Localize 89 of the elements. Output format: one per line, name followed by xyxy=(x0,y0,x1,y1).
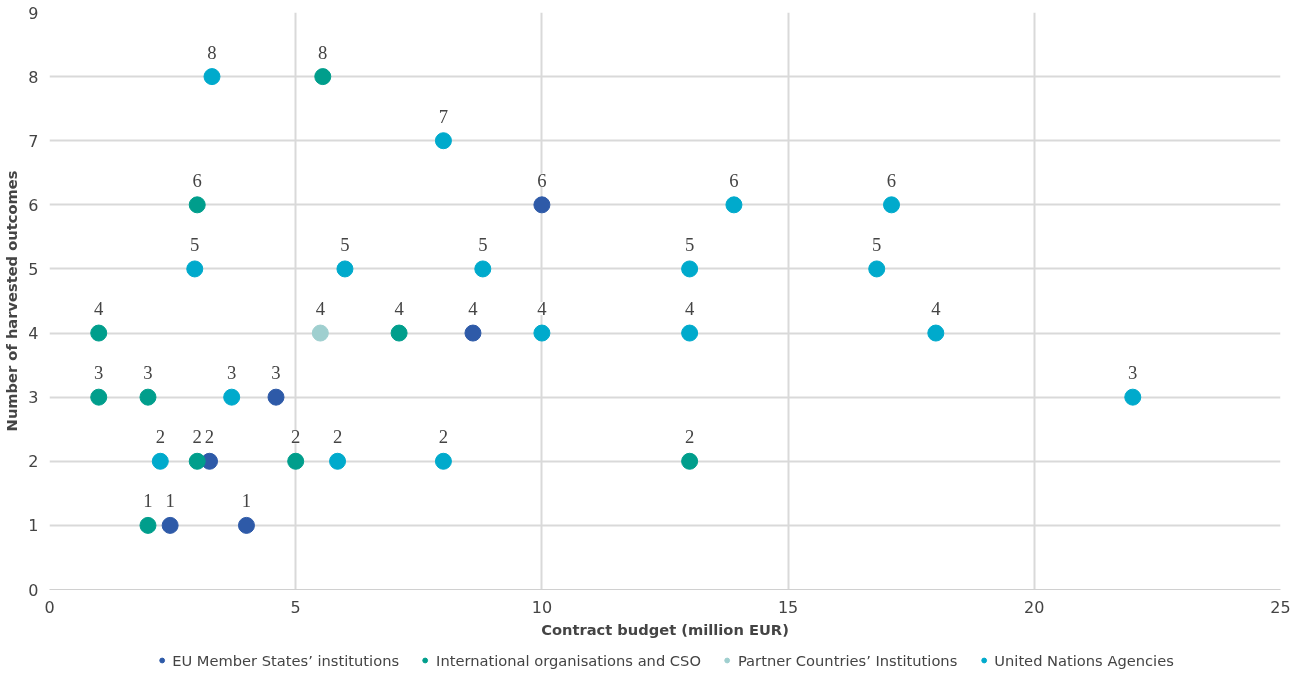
x-tick-label: 15 xyxy=(777,597,799,617)
y-tick-label: 3 xyxy=(28,388,39,408)
data-label: 6 xyxy=(537,169,547,191)
point xyxy=(237,516,255,534)
data-label: 2 xyxy=(684,426,695,448)
data-label: 4 xyxy=(468,298,479,320)
y-tick-label: 8 xyxy=(28,67,39,87)
data-label: 8 xyxy=(318,41,328,63)
data-label: 4 xyxy=(684,298,695,320)
data-label: 6 xyxy=(886,169,897,191)
x-axis-title: Contract budget (million EUR) xyxy=(541,620,789,638)
data-label: 2 xyxy=(291,426,301,448)
point xyxy=(90,324,108,342)
point xyxy=(725,196,743,214)
data-label: 5 xyxy=(340,233,350,255)
data-label: 3 xyxy=(1128,362,1138,384)
data-label: 3 xyxy=(271,362,281,384)
data-label: 8 xyxy=(207,41,217,63)
point xyxy=(188,452,206,470)
point xyxy=(681,452,699,470)
x-tick-label: 10 xyxy=(531,597,553,617)
data-label: 4 xyxy=(537,298,548,320)
y-tick-label: 4 xyxy=(28,324,39,344)
data-label: 1 xyxy=(165,490,175,512)
point xyxy=(336,260,354,278)
data-label: 2 xyxy=(192,426,202,448)
point xyxy=(464,324,482,342)
y-tick-label: 1 xyxy=(28,516,39,536)
point xyxy=(1124,388,1142,406)
point xyxy=(329,452,347,470)
point xyxy=(681,260,699,278)
point xyxy=(223,388,241,406)
point xyxy=(390,324,408,342)
data-label: 6 xyxy=(729,169,739,191)
x-tick-label: 0 xyxy=(44,597,55,617)
point xyxy=(533,196,551,214)
point xyxy=(139,516,157,534)
x-tick-label: 5 xyxy=(290,597,301,617)
point xyxy=(681,324,699,342)
data-label: 4 xyxy=(394,298,405,320)
point xyxy=(188,196,206,214)
point xyxy=(474,260,492,278)
legend-label: United Nations Agencies xyxy=(994,651,1174,669)
y-tick-label: 6 xyxy=(28,195,39,215)
point xyxy=(151,452,169,470)
data-label: 3 xyxy=(227,362,237,384)
x-tick-label: 25 xyxy=(1270,597,1291,617)
data-label: 1 xyxy=(241,490,252,512)
data-label: 5 xyxy=(190,233,200,255)
data-label: 7 xyxy=(438,105,449,127)
point xyxy=(868,260,886,278)
y-axis-title: Number of harvested outcomes xyxy=(3,170,21,432)
data-label: 5 xyxy=(684,233,695,255)
point xyxy=(883,196,900,214)
data-label: 4 xyxy=(94,298,105,320)
point xyxy=(927,324,945,342)
point xyxy=(139,388,157,406)
point xyxy=(186,260,204,278)
data-label: 3 xyxy=(143,362,153,384)
point xyxy=(314,68,332,86)
legend-label: EU Member States’ institutions xyxy=(172,651,400,669)
point xyxy=(434,132,452,150)
legend-label: International organisations and CSO xyxy=(436,651,701,669)
data-label: 2 xyxy=(438,426,449,448)
x-tick-label: 20 xyxy=(1024,597,1045,617)
point xyxy=(287,452,305,470)
data-label: 2 xyxy=(155,426,165,448)
point xyxy=(267,388,285,406)
point xyxy=(161,516,179,534)
data-label: 6 xyxy=(192,169,202,191)
data-label: 5 xyxy=(478,233,488,255)
point xyxy=(311,324,329,342)
data-label: 3 xyxy=(94,362,104,384)
data-label: 4 xyxy=(931,298,942,320)
y-tick-label: 9 xyxy=(28,3,39,23)
y-tick-label: 7 xyxy=(28,131,39,151)
data-label: 2 xyxy=(204,426,215,448)
data-label: 4 xyxy=(315,298,326,320)
y-tick-label: 0 xyxy=(28,580,39,600)
point xyxy=(434,452,452,470)
data-label: 1 xyxy=(143,490,153,512)
y-tick-label: 2 xyxy=(28,452,39,472)
point xyxy=(90,388,108,406)
y-tick-label: 5 xyxy=(28,259,39,279)
point xyxy=(533,324,551,342)
legend-label: Partner Countries’ Institutions xyxy=(737,651,958,669)
data-label: 2 xyxy=(332,426,343,448)
data-label: 5 xyxy=(872,233,882,255)
point xyxy=(203,68,221,86)
